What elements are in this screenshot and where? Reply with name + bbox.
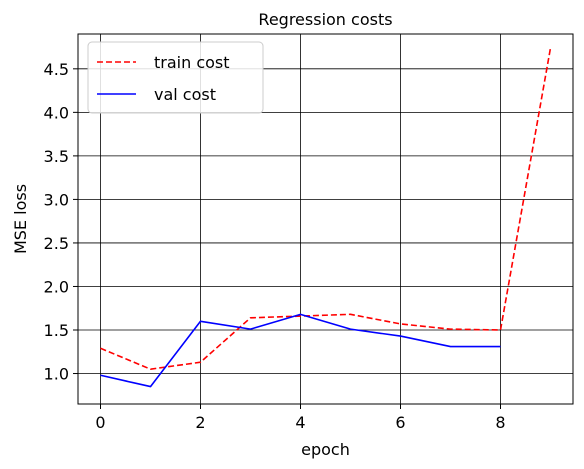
y-tick-label-4: 3.0	[44, 190, 69, 209]
y-axis-label: MSE loss	[11, 184, 30, 254]
legend-label-val-cost: val cost	[154, 85, 216, 104]
legend: train cost val cost	[88, 42, 263, 113]
y-tick-label-1: 1.5	[44, 321, 69, 340]
y-tick-label-6: 4.0	[44, 103, 69, 122]
x-tick-label-1: 2	[195, 413, 205, 432]
x-tick-label-4: 8	[495, 413, 505, 432]
y-tick-label-7: 4.5	[44, 60, 69, 79]
x-axis-label: epoch	[301, 440, 350, 459]
x-tick-label-0: 0	[95, 413, 105, 432]
y-tick-label-5: 3.5	[44, 147, 69, 166]
legend-label-train-cost: train cost	[154, 53, 230, 72]
x-tick-label-2: 4	[295, 413, 305, 432]
y-tick-label-0: 1.0	[44, 365, 69, 384]
y-tick-label-3: 2.5	[44, 234, 69, 253]
x-tick-label-3: 6	[395, 413, 405, 432]
y-tick-label-2: 2.0	[44, 277, 69, 296]
chart-title: Regression costs	[258, 10, 392, 29]
